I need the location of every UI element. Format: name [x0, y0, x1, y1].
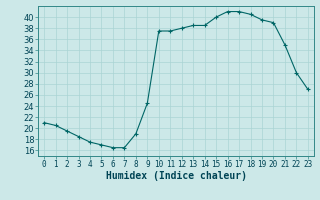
X-axis label: Humidex (Indice chaleur): Humidex (Indice chaleur) [106, 171, 246, 181]
